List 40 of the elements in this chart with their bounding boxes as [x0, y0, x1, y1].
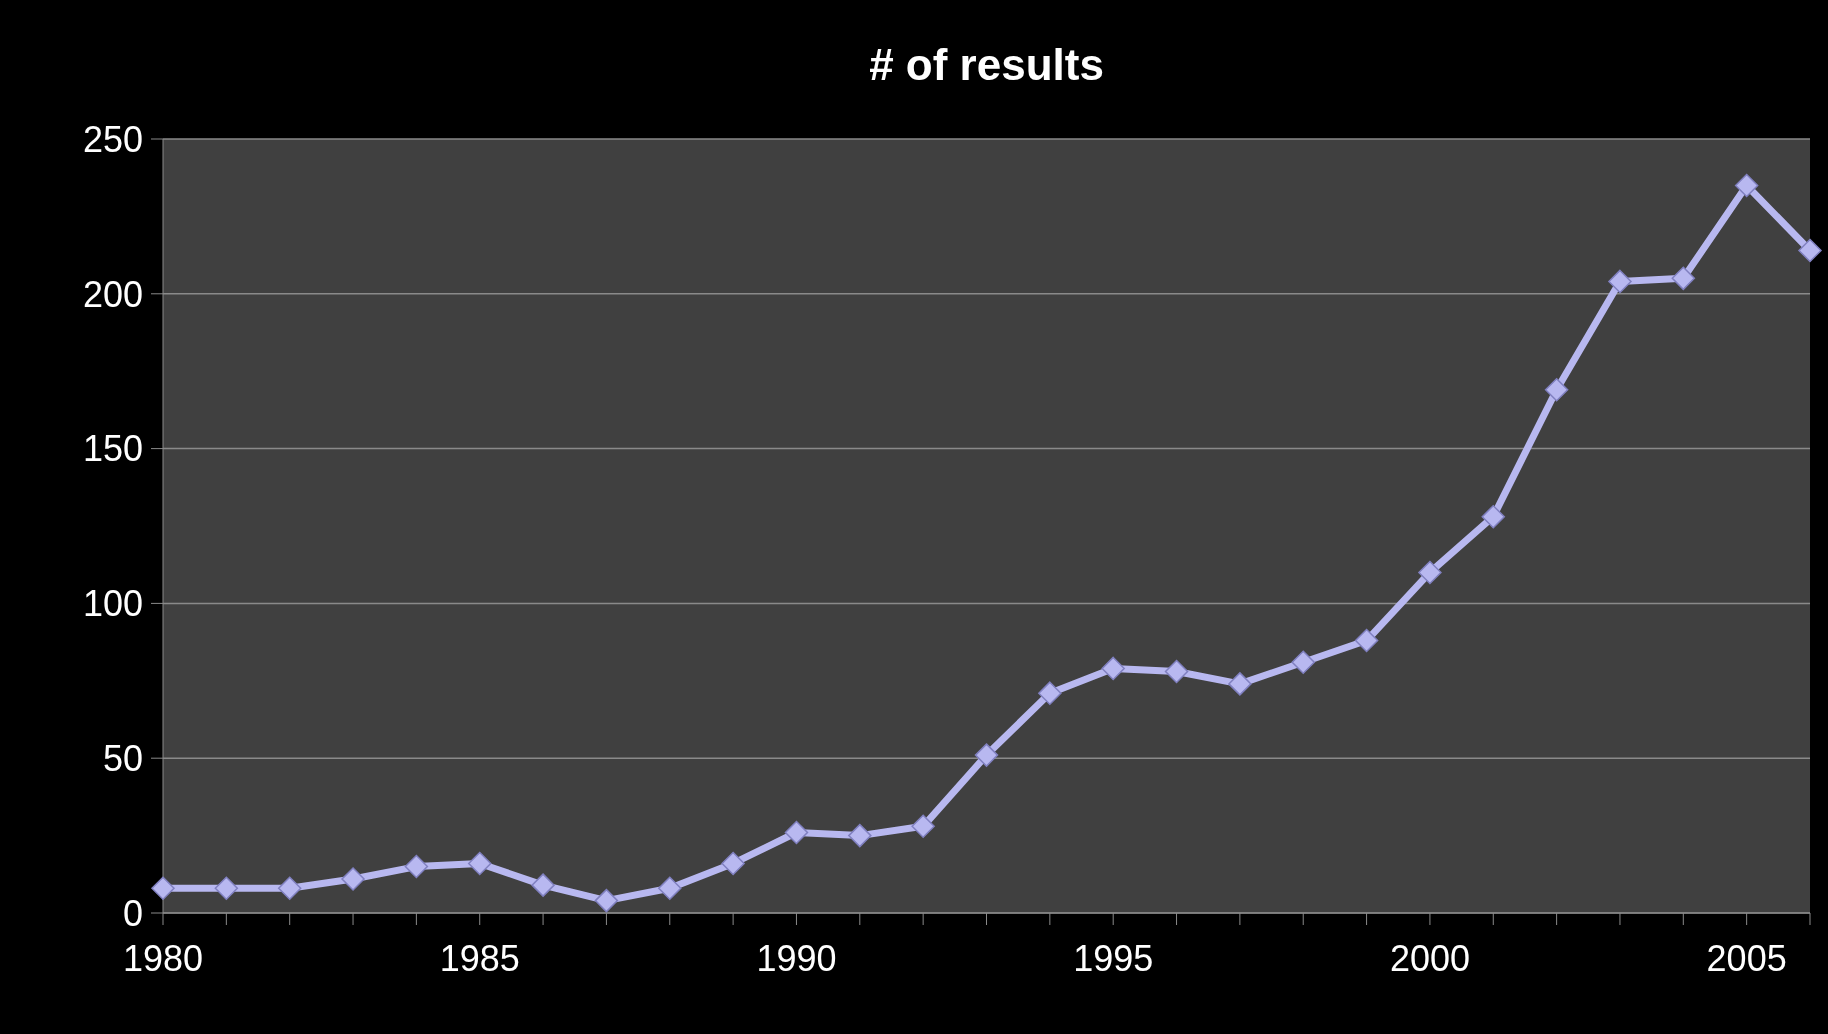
point — [277, 876, 302, 900]
point — [1418, 560, 1442, 585]
point — [1101, 656, 1125, 681]
point — [658, 876, 682, 900]
point — [214, 876, 239, 900]
y-tick-label: 50 — [102, 737, 143, 779]
y-tick-label: 100 — [82, 583, 143, 625]
point — [1798, 238, 1822, 263]
point — [1481, 504, 1506, 529]
point — [404, 854, 429, 879]
y-tick-label: 0 — [122, 892, 143, 934]
x-tick-label: 1995 — [1073, 937, 1154, 979]
x-tick-label: 2000 — [1389, 937, 1470, 979]
point — [1671, 266, 1696, 291]
point — [1228, 672, 1252, 696]
point — [531, 873, 555, 897]
point — [974, 743, 999, 767]
point — [1544, 378, 1569, 402]
point — [784, 820, 809, 845]
point — [151, 876, 175, 900]
point — [911, 814, 935, 839]
point — [1038, 681, 1062, 705]
point — [1608, 269, 1632, 294]
x-tick-label: 1985 — [439, 937, 520, 979]
y-tick-label: 150 — [82, 428, 143, 470]
point — [341, 867, 365, 891]
x-tick-label: 1980 — [122, 937, 204, 979]
y-tick-label: 250 — [82, 118, 143, 160]
point — [594, 888, 619, 913]
point — [721, 851, 745, 876]
point — [1354, 628, 1379, 653]
x-tick-label: 2005 — [1706, 937, 1787, 979]
y-tick-label: 200 — [82, 273, 143, 315]
point — [848, 823, 872, 848]
point — [467, 851, 492, 876]
point — [1164, 659, 1189, 684]
x-tick-label: 1990 — [756, 937, 837, 979]
chart-title: # of results — [868, 40, 1105, 90]
point — [1734, 173, 1759, 198]
point — [1291, 650, 1315, 674]
